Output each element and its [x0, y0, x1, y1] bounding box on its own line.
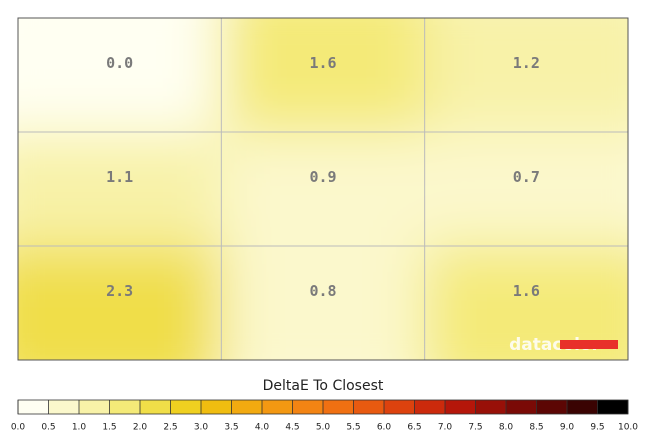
tick-label: 9.0 [560, 423, 575, 433]
heatmap-cell [221, 246, 425, 360]
tick-label: 0.0 [11, 423, 26, 433]
colorbar-swatch [262, 400, 293, 414]
heatmap-cell [221, 18, 425, 132]
cell-label: 1.6 [513, 282, 540, 300]
heatmap-area [18, 18, 628, 360]
tick-label: 9.5 [590, 423, 604, 433]
colorbar-swatch [414, 400, 445, 414]
tick-label: 2.5 [163, 423, 177, 433]
cell-label: 0.7 [513, 168, 540, 186]
tick-label: 7.0 [438, 423, 453, 433]
colorbar-swatch [323, 400, 354, 414]
cell-label: 1.6 [309, 54, 336, 72]
heatmap-cell [18, 246, 222, 360]
heatmap-cell [424, 18, 628, 132]
tick-label: 7.5 [468, 423, 482, 433]
heatmap-cells [18, 18, 628, 360]
watermark-bar [560, 340, 618, 349]
cell-label: 0.9 [309, 168, 336, 186]
colorbar-title: DeltaE To Closest [263, 378, 384, 394]
colorbar-swatch [109, 400, 140, 414]
tick-label: 6.0 [377, 423, 392, 433]
plot-frame [17, 17, 629, 361]
colorbar-swatch [201, 400, 232, 414]
colorbar-swatch [48, 400, 79, 414]
tick-label: 8.5 [529, 423, 543, 433]
tick-label: 10.0 [618, 423, 638, 433]
heatmap-cell [18, 132, 222, 246]
colorbar-swatch [475, 400, 506, 414]
cell-label: 0.8 [309, 282, 336, 300]
colorbar-swatch [140, 400, 171, 414]
tick-label: 5.0 [316, 423, 331, 433]
tick-label: 0.5 [41, 423, 55, 433]
colorbar-swatch [353, 400, 384, 414]
colorbar-swatch [597, 400, 628, 414]
colorbar-swatch [567, 400, 598, 414]
cell-label: 2.3 [106, 282, 133, 300]
tick-label: 3.5 [224, 423, 238, 433]
cell-label: 1.2 [513, 54, 540, 72]
tick-label: 8.0 [499, 423, 514, 433]
tick-label: 3.0 [194, 423, 209, 433]
tick-label: 2.0 [133, 423, 148, 433]
tick-label: 1.5 [102, 423, 116, 433]
heatmap-cell [18, 18, 222, 132]
colorbar-swatch [170, 400, 201, 414]
tick-label: 5.5 [346, 423, 360, 433]
heatmap-cell [221, 132, 425, 246]
heatmap-cell [424, 246, 628, 360]
colorbar-swatch [506, 400, 537, 414]
colorbar-swatch [536, 400, 567, 414]
heatmap-cell [424, 132, 628, 246]
tick-label: 1.0 [72, 423, 87, 433]
colorbar-swatch [79, 400, 110, 414]
cell-label: 1.1 [106, 168, 133, 186]
colorbar-swatch [231, 400, 262, 414]
cell-label: 0.0 [106, 54, 133, 72]
colorbar-swatch [292, 400, 323, 414]
tick-label: 4.0 [255, 423, 270, 433]
colorbar-swatch [18, 400, 49, 414]
tick-label: 6.5 [407, 423, 421, 433]
tick-label: 4.5 [285, 423, 299, 433]
colorbar-swatch [445, 400, 476, 414]
colorbar-swatch [384, 400, 415, 414]
